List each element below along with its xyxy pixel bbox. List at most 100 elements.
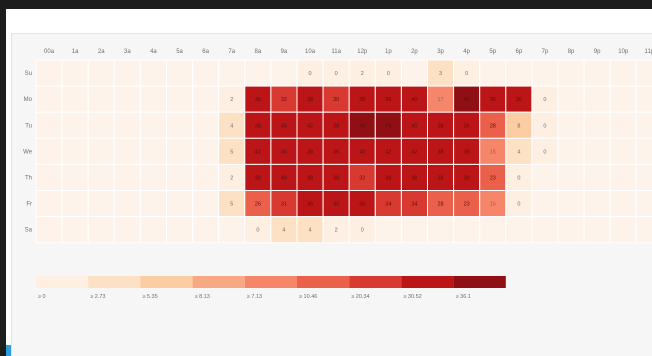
cell-value-label: 32 — [281, 97, 287, 103]
cell-value-label: 36 — [333, 149, 339, 155]
heatmap-cell — [139, 85, 167, 113]
heatmap-cell — [583, 111, 611, 139]
heatmap-cell — [400, 59, 428, 87]
heatmap-cell — [61, 190, 89, 218]
heatmap-cell — [635, 85, 652, 113]
heatmap-cell — [479, 216, 507, 244]
cell-value-label: 38 — [437, 149, 443, 155]
cell-value-label: 42 — [385, 149, 391, 155]
cell-value-label: 4 — [309, 228, 312, 234]
heatmap-cell — [166, 85, 194, 113]
heatmap-cell — [557, 137, 585, 165]
legend-label: ≥ 5.35 — [142, 294, 157, 300]
heatmap-cell — [505, 137, 533, 165]
y-tick-label: Th — [25, 175, 32, 181]
heatmap-cell — [427, 137, 455, 165]
heatmap-cell — [609, 216, 637, 244]
heatmap-cell — [479, 111, 507, 139]
cell-value-label: 38 — [255, 123, 261, 129]
heatmap-cell — [244, 111, 272, 139]
heatmap-cell — [583, 137, 611, 165]
cell-value-label: 0 — [361, 228, 364, 234]
cell-value-label: 36 — [516, 97, 522, 103]
heatmap-cell — [270, 190, 298, 218]
cell-value-label: 34 — [411, 202, 417, 208]
cell-value-label: 40 — [281, 149, 287, 155]
cell-value-label: 0 — [543, 149, 546, 155]
heatmap-cell — [374, 85, 402, 113]
heatmap-cell — [453, 216, 481, 244]
heatmap-cell — [218, 216, 246, 244]
heatmap-cell — [505, 85, 533, 113]
y-tick-labels: Su Mo Tu We Th Fr Sa — [23, 71, 33, 234]
cell-value-label: 38 — [333, 175, 339, 181]
heatmap-cell — [427, 59, 455, 87]
cell-value-label: 4 — [282, 228, 285, 234]
legend-label: ≥ 20.34 — [351, 294, 369, 300]
heatmap-cell — [374, 111, 402, 139]
cell-value-label: 36 — [464, 149, 470, 155]
heatmap-cell — [113, 190, 141, 218]
cell-value-label: 36 — [490, 97, 496, 103]
cell-value-label: 40 — [359, 149, 365, 155]
heatmap-cell — [166, 163, 194, 191]
heatmap-cell — [61, 111, 89, 139]
heatmap-cell — [609, 111, 637, 139]
heatmap-cell — [35, 137, 63, 165]
legend-swatch — [244, 276, 297, 288]
heatmap-cell — [166, 216, 194, 244]
heatmap-cell — [609, 85, 637, 113]
heatmap-cell — [296, 137, 324, 165]
cell-value-label: 38 — [307, 97, 313, 103]
heatmap-cell — [139, 137, 167, 165]
heatmap-cell — [427, 163, 455, 191]
x-tick-label: 2a — [98, 49, 105, 55]
heatmap-cell — [348, 216, 376, 244]
heatmap-cell — [139, 163, 167, 191]
legend-label: ≥ 0 — [38, 294, 46, 300]
cell-value-label: 36 — [359, 97, 365, 103]
cell-value-label: 0 — [543, 123, 546, 129]
cell-value-label: 30 — [333, 97, 339, 103]
cell-value-label: 2 — [335, 228, 338, 234]
cell-value-label: 78 — [385, 123, 391, 129]
heatmap-cells: 0 0 2 0 3 02 36 32 38 30 36 36 40 17 48 36 36 04 38 40 42 38 4… — [35, 59, 652, 244]
heatmap-cell — [87, 163, 115, 191]
cell-value-label: 38 — [333, 123, 339, 129]
app-frame: 00a 1a 2a 3a 4a 5a 6a 7a 8a 9a 10a 11a 12p 1p 2p 3p 4p 5p… — [6, 9, 652, 356]
y-tick-label: Su — [25, 71, 32, 77]
heatmap-cell — [218, 111, 246, 139]
y-tick-label: We — [23, 149, 33, 155]
x-tick-label: 8p — [568, 49, 575, 55]
heatmap-cell — [139, 59, 167, 87]
x-tick-label: 5a — [176, 49, 183, 55]
cell-value-label: 0 — [256, 228, 259, 234]
heatmap-cell — [113, 59, 141, 87]
heatmap-cell — [87, 137, 115, 165]
sidebar-accent — [6, 345, 11, 356]
heatmap-cell — [531, 85, 559, 113]
heatmap-cell — [322, 85, 350, 113]
heatmap-cell — [35, 163, 63, 191]
heatmap-cell — [609, 137, 637, 165]
cell-value-label: 5 — [230, 149, 233, 155]
y-tick-label: Tu — [25, 123, 32, 129]
heatmap-cell — [322, 163, 350, 191]
heatmap-cell — [635, 163, 652, 191]
cell-value-label: 38 — [437, 175, 443, 181]
heatmap-cell — [505, 59, 533, 87]
cell-value-label: 40 — [281, 175, 287, 181]
cell-value-label: 38 — [464, 175, 470, 181]
heatmap-cell — [166, 111, 194, 139]
heatmap-cell — [479, 59, 507, 87]
legend-swatch — [140, 276, 193, 288]
heatmap-cell — [583, 190, 611, 218]
heatmap-cell — [557, 216, 585, 244]
cell-value-label: 40 — [281, 123, 287, 129]
heatmap-cell — [427, 111, 455, 139]
cell-value-label: 38 — [307, 149, 313, 155]
x-tick-label: 4a — [150, 49, 157, 55]
heatmap-cell — [557, 111, 585, 139]
heatmap-cell — [531, 216, 559, 244]
cell-value-label: 38 — [411, 175, 417, 181]
